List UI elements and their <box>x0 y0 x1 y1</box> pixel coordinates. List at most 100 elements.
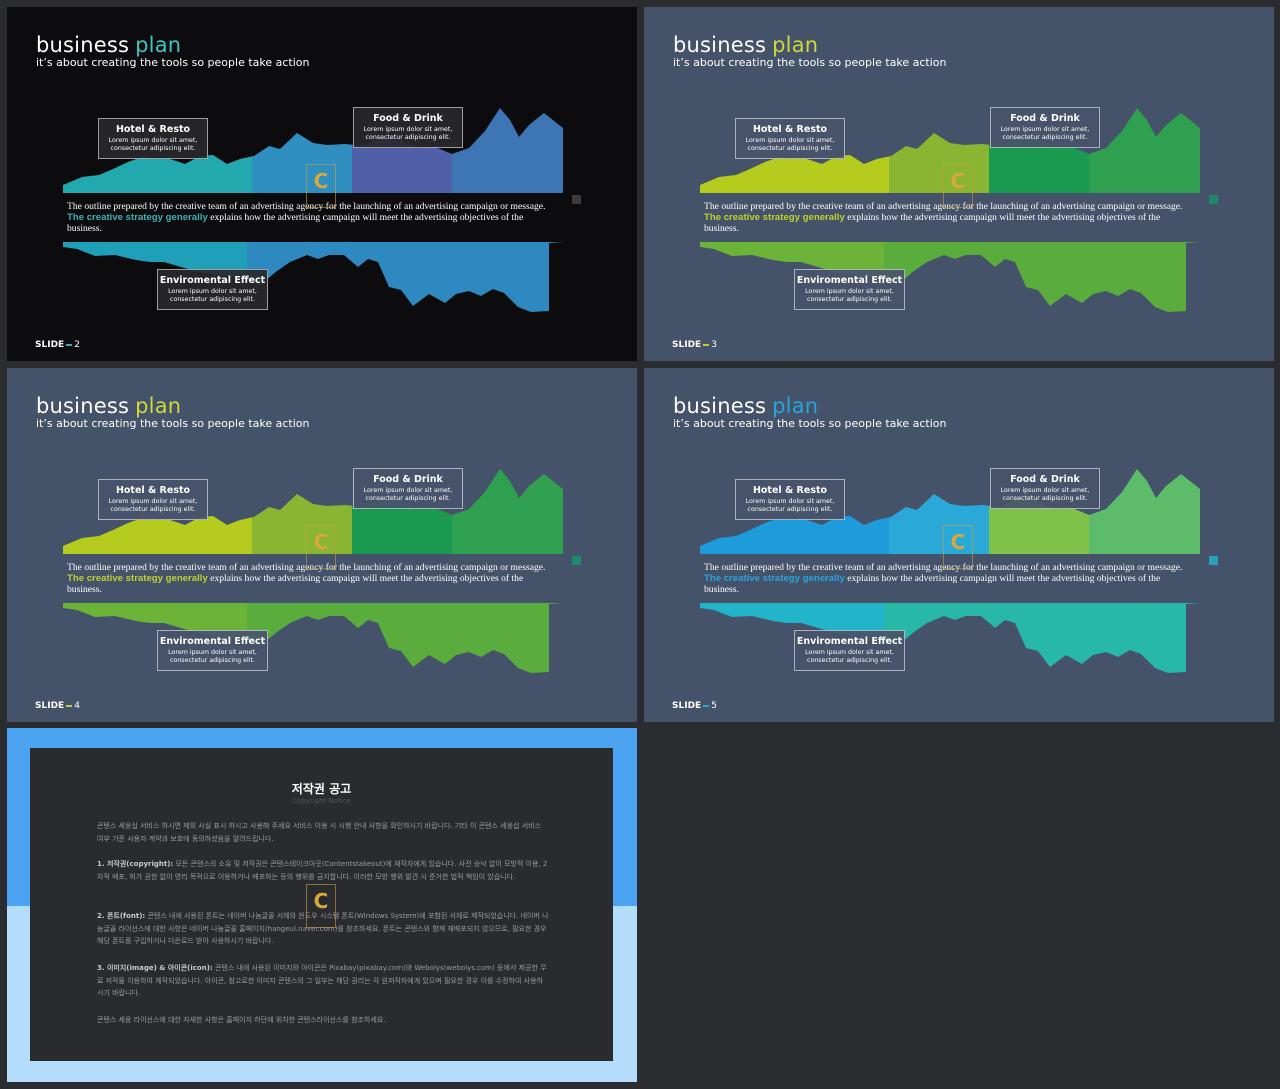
callout-environmental-title: Enviromental Effect <box>796 636 903 647</box>
watermark-letter: C <box>313 889 329 913</box>
slide-title-accent: plan <box>772 33 819 57</box>
callout-environmental: Enviromental Effect Lorem ipsum dolor si… <box>157 269 268 310</box>
top-chart-segment <box>157 155 252 193</box>
bottom-chart-segment <box>992 242 1200 312</box>
callout-food: Food & Drink Lorem ipsum dolor sit amet,… <box>353 468 463 509</box>
callout-hotel: Hotel & Resto Lorem ipsum dolor sit amet… <box>735 479 845 520</box>
callout-food-text: Lorem ipsum dolor sit amet, consectetur … <box>363 487 453 502</box>
slide-title-main: business <box>673 394 767 418</box>
slide-title-accent: plan <box>135 394 182 418</box>
body-text-highlight: The creative strategy generally <box>67 572 208 584</box>
callout-hotel-title: Hotel & Resto <box>752 485 828 496</box>
top-chart-segment <box>889 494 989 554</box>
callout-environmental-text: Lorem ipsum dolor sit amet, consectetur … <box>805 288 894 303</box>
callout-hotel-text: Lorem ipsum dolor sit amet, consectetur … <box>108 137 198 152</box>
body-text-highlight: The creative strategy generally <box>67 211 208 223</box>
callout-food-text: Lorem ipsum dolor sit amet, consectetur … <box>1000 126 1090 141</box>
body-text-highlight: The creative strategy generally <box>704 211 845 223</box>
slide-title: business plan <box>673 394 818 418</box>
watermark-logo: C <box>306 525 336 569</box>
slide-title-main: business <box>36 394 130 418</box>
callout-environmental-title: Enviromental Effect <box>796 275 903 286</box>
callout-environmental: Enviromental Effect Lorem ipsum dolor si… <box>794 630 905 671</box>
callout-food-title: Food & Drink <box>1010 474 1080 485</box>
callout-food: Food & Drink Lorem ipsum dolor sit amet,… <box>990 107 1100 148</box>
slide-number-value: 4 <box>74 701 80 711</box>
bottom-chart-segment <box>355 603 563 673</box>
notice-title: 저작권 공고 <box>291 782 352 796</box>
callout-environmental-title: Enviromental Effect <box>159 636 266 647</box>
callout-food-title: Food & Drink <box>373 474 443 485</box>
notice-intro: 콘텐스 세웅십 서비스 하시면 제외 사실 표시 하시고 사용해 주세요 서비스… <box>97 822 542 843</box>
notice-copyright-paragraph: 1. 저작권(copyright): 모든 콘텐스의 소유 및 저작권은 콘텐스… <box>97 858 549 883</box>
callout-hotel: Hotel & Resto Lorem ipsum dolor sit amet… <box>98 118 208 159</box>
callout-hotel-text: Lorem ipsum dolor sit amet, consectetur … <box>745 498 835 513</box>
slide-title-accent: plan <box>772 394 819 418</box>
callout-environmental-title: Enviromental Effect <box>159 275 266 286</box>
top-chart-segment <box>63 157 157 193</box>
body-text-end: explains how the advertising campaign wi… <box>704 572 1161 595</box>
top-chart-segment <box>700 157 794 193</box>
slide-graphic <box>644 7 1274 361</box>
slide-number: SLIDE 4 <box>35 701 80 711</box>
slide-title: business plan <box>673 33 818 57</box>
top-chart-segment <box>1089 469 1200 554</box>
body-text-end: explains how the advertising campaign wi… <box>704 211 1161 234</box>
slide-number: SLIDE 3 <box>672 340 717 350</box>
watermark-logo: C <box>943 525 973 569</box>
slide-number-bar <box>66 704 73 707</box>
copyright-notice-slide: 저작권 공고 Copyright Notice 콘텐스 세웅십 서비스 하시면 … <box>7 728 637 1082</box>
callout-hotel: Hotel & Resto Lorem ipsum dolor sit amet… <box>735 118 845 159</box>
top-area-chart <box>700 469 1200 554</box>
top-chart-segment <box>452 108 563 193</box>
top-chart-segment <box>252 133 352 193</box>
watermark-letter: C <box>950 169 966 193</box>
callout-food-text: Lorem ipsum dolor sit amet, consectetur … <box>1000 487 1090 502</box>
callout-food: Food & Drink Lorem ipsum dolor sit amet,… <box>353 107 463 148</box>
watermark-logo: C <box>306 164 336 208</box>
callout-environmental: Enviromental Effect Lorem ipsum dolor si… <box>157 630 268 671</box>
accent-square <box>1209 556 1218 565</box>
notice-footer: 콘텐스 세웅 라이선스에 대한 자세한 사항은 홈페이지 하단에 위치한 콘텐스… <box>97 1016 386 1024</box>
slide-number-bar <box>703 704 710 707</box>
slide-label: SLIDE <box>35 701 65 711</box>
callout-hotel-title: Hotel & Resto <box>115 485 191 496</box>
body-text-highlight: The creative strategy generally <box>704 572 845 584</box>
top-chart-segment <box>700 518 794 554</box>
callout-food: Food & Drink Lorem ipsum dolor sit amet,… <box>990 468 1100 509</box>
callout-environmental-text: Lorem ipsum dolor sit amet, consectetur … <box>168 288 257 303</box>
slide-title: business plan <box>36 33 181 57</box>
accent-square <box>572 556 581 565</box>
watermark-logo: C <box>306 884 336 928</box>
watermark-logo: C <box>943 164 973 208</box>
top-chart-segment <box>1089 108 1200 193</box>
slide-number-value: 3 <box>711 340 717 350</box>
callout-hotel-title: Hotel & Resto <box>752 124 828 135</box>
top-chart-segment <box>252 494 352 554</box>
notice-image-paragraph: 3. 이미지(image) & 아이콘(icon): 콘텐스 내에 사용된 이미… <box>97 962 549 1000</box>
bottom-chart-segment <box>355 242 563 312</box>
slide-title-main: business <box>673 33 767 57</box>
callout-environmental-text: Lorem ipsum dolor sit amet, consectetur … <box>805 649 894 664</box>
top-chart-segment <box>452 469 563 554</box>
top-area-chart <box>63 108 563 193</box>
slide-number: SLIDE 2 <box>35 340 80 350</box>
notice-font-label: 2. 폰트(font): <box>97 912 146 920</box>
slide-number-bar <box>703 343 710 346</box>
callout-environmental: Enviromental Effect Lorem ipsum dolor si… <box>794 269 905 310</box>
slide-subtitle: it’s about creating the tools so people … <box>36 417 310 430</box>
bottom-chart-segment <box>884 242 992 285</box>
accent-square <box>572 195 581 204</box>
top-chart-segment <box>157 516 252 554</box>
callout-hotel-text: Lorem ipsum dolor sit amet, consectetur … <box>745 137 835 152</box>
slide-title: business plan <box>36 394 181 418</box>
slide-5: business plan it’s about creating the too… <box>644 368 1274 722</box>
notice-image-label: 3. 이미지(image) & 아이콘(icon): <box>97 964 213 972</box>
slide-title-main: business <box>36 33 130 57</box>
watermark-letter: C <box>313 530 329 554</box>
top-chart-segment <box>889 133 989 193</box>
slide-number-value: 5 <box>711 701 717 711</box>
slide-number-value: 2 <box>74 340 80 350</box>
top-area-chart <box>700 108 1200 193</box>
callout-food-text: Lorem ipsum dolor sit amet, consectetur … <box>363 126 453 141</box>
